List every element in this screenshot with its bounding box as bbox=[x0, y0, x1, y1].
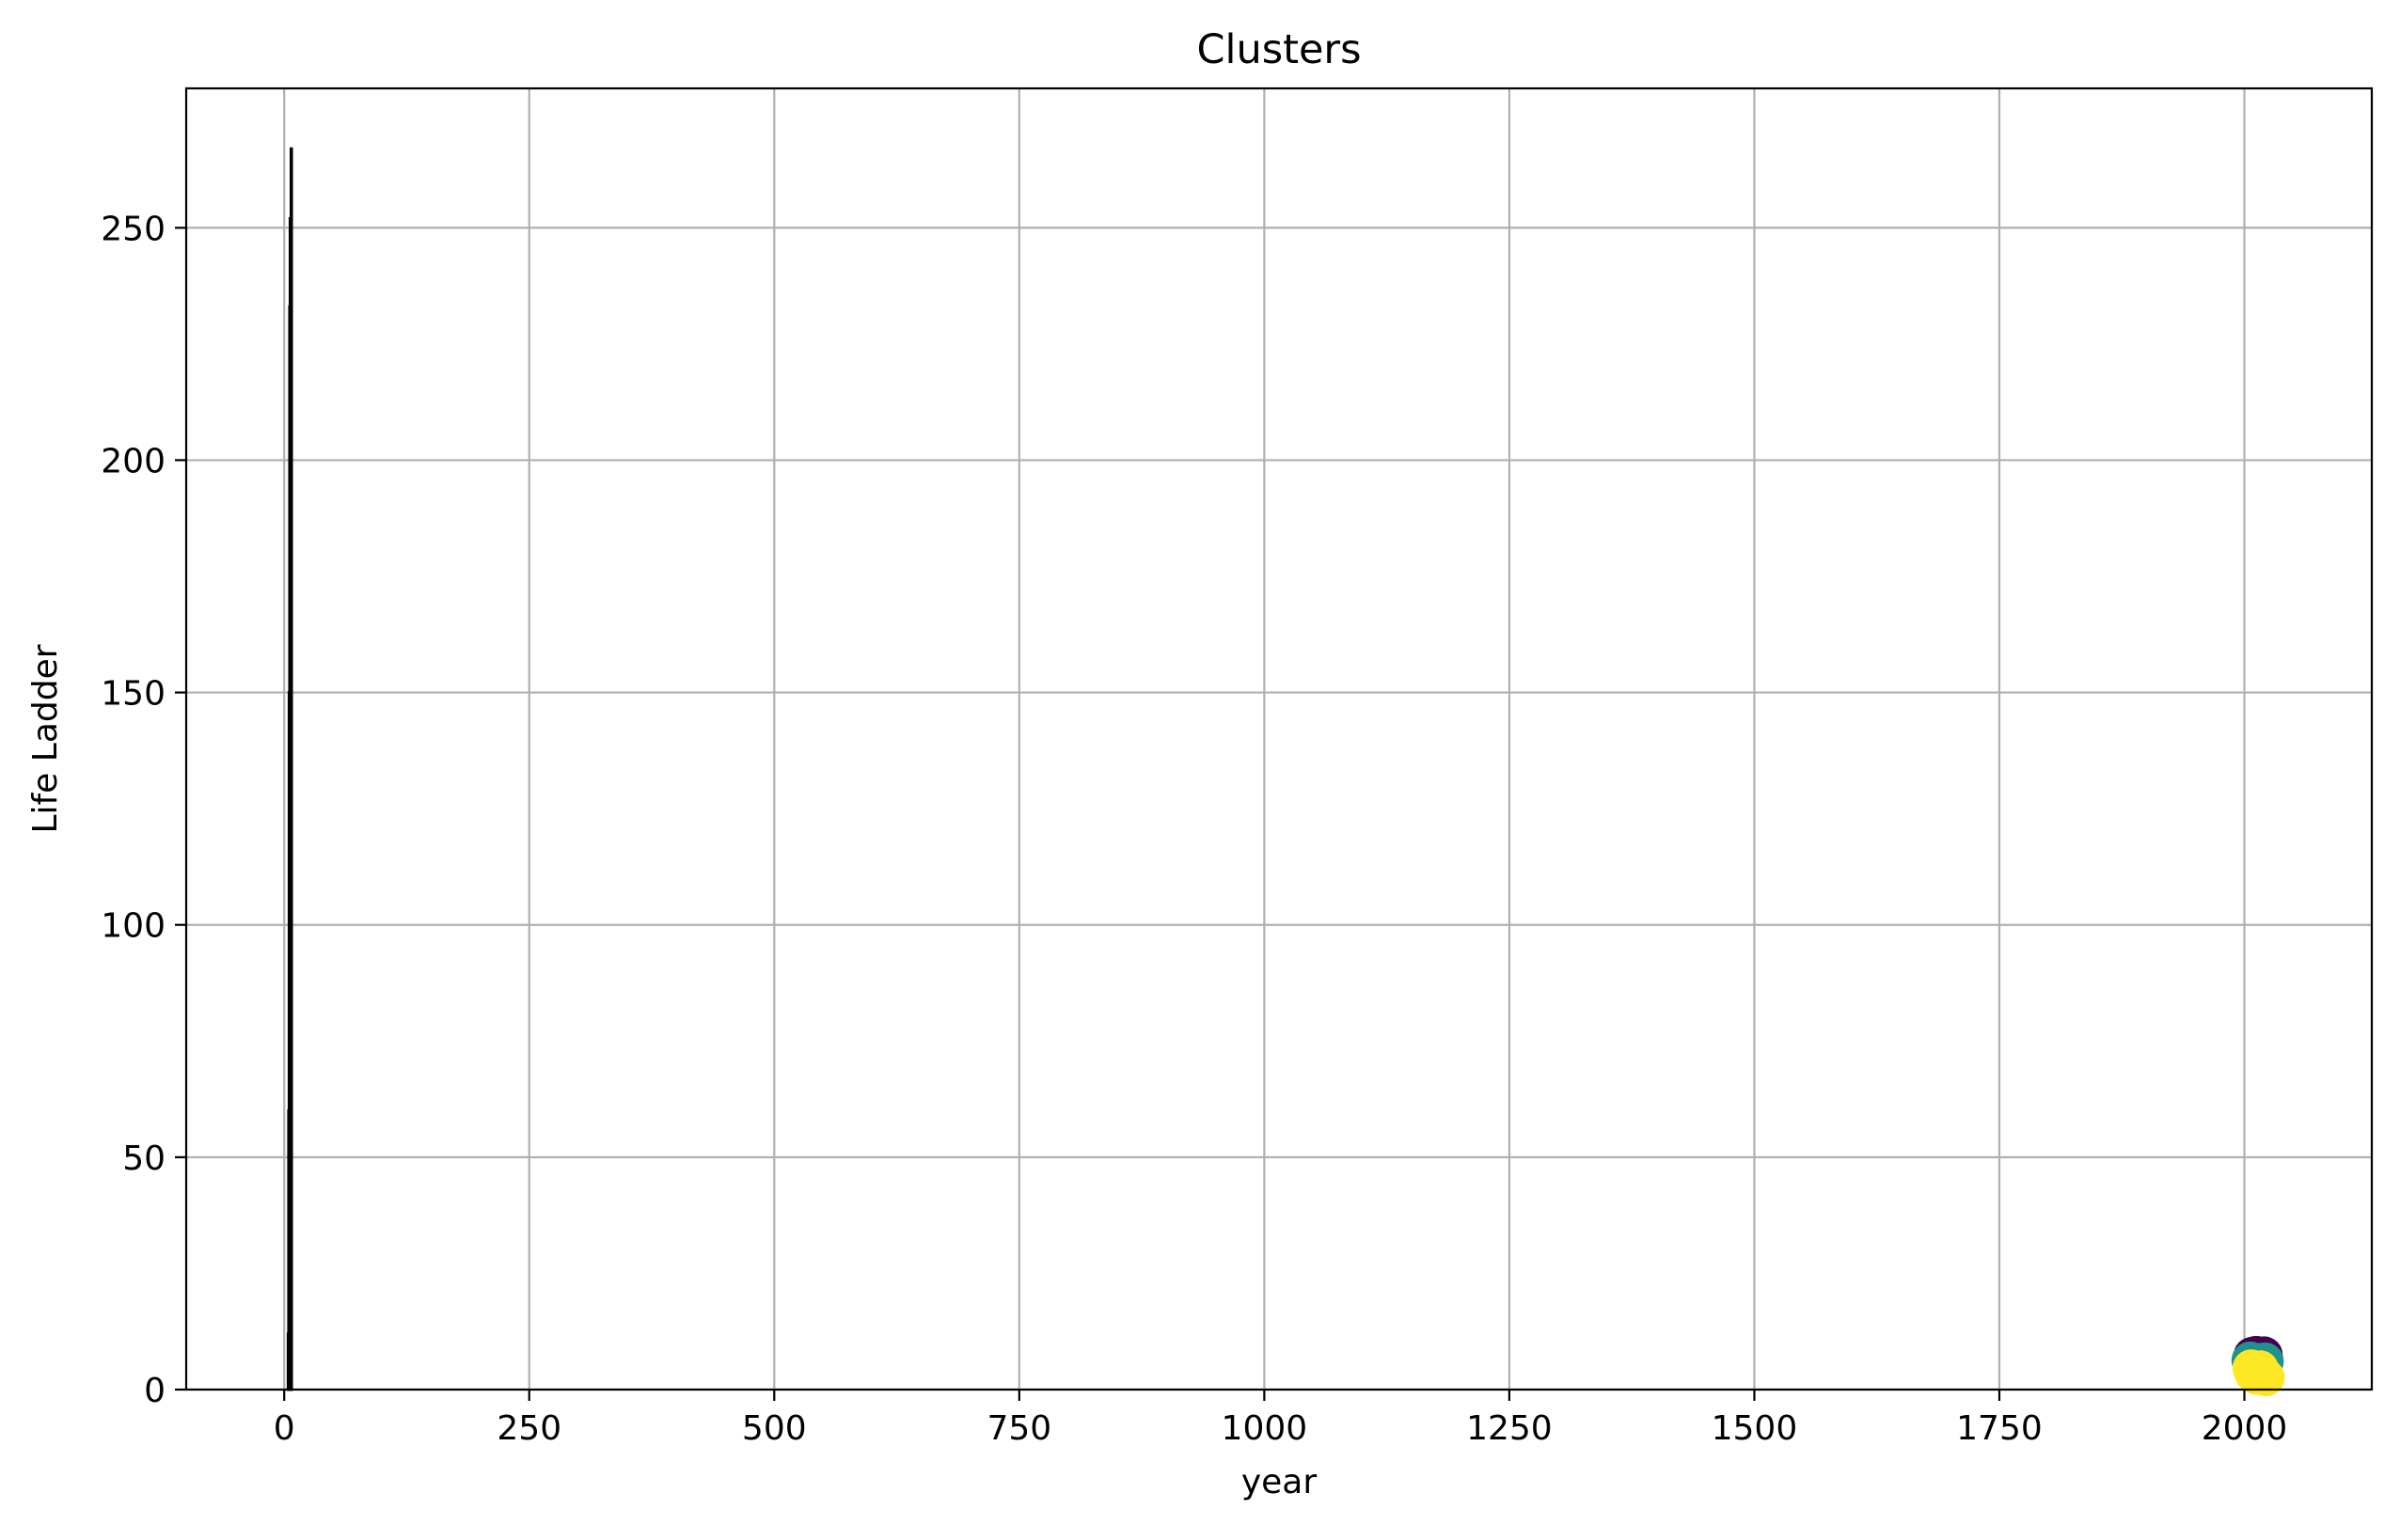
x-axis-label: year bbox=[1241, 1463, 1318, 1501]
x-tick-label: 250 bbox=[497, 1409, 561, 1448]
x-tick-label: 1500 bbox=[1712, 1409, 1798, 1448]
x-tick-label: 0 bbox=[274, 1409, 295, 1448]
axis-ticks: 0 250 500 750 1000 1250 1500 1750 2000 0 50 100 150 2… bbox=[101, 210, 2287, 1448]
scatter-point bbox=[2241, 1350, 2280, 1389]
y-axis-label: Life Ladder bbox=[26, 644, 65, 833]
x-tick-label: 1250 bbox=[1466, 1409, 1553, 1448]
y-tick-label: 100 bbox=[101, 907, 166, 946]
plot-frame bbox=[184, 86, 2374, 1391]
x-tick-label: 500 bbox=[742, 1409, 807, 1448]
x-tick-label: 750 bbox=[987, 1409, 1051, 1448]
plot-background bbox=[186, 88, 2372, 1390]
y-tick-label: 50 bbox=[122, 1139, 166, 1178]
y-tick-label: 0 bbox=[144, 1372, 166, 1410]
scatter-points bbox=[2231, 1335, 2285, 1397]
histogram-bars bbox=[286, 147, 293, 1391]
y-tick-label: 150 bbox=[101, 675, 166, 714]
y-tick-label: 200 bbox=[101, 442, 166, 480]
y-tick-label: 250 bbox=[101, 210, 166, 248]
x-tick-label: 1000 bbox=[1222, 1409, 1308, 1448]
x-tick-label: 2000 bbox=[2202, 1409, 2288, 1448]
chart-title: Clusters bbox=[1196, 26, 1361, 73]
x-tick-label: 1750 bbox=[1956, 1409, 2043, 1448]
